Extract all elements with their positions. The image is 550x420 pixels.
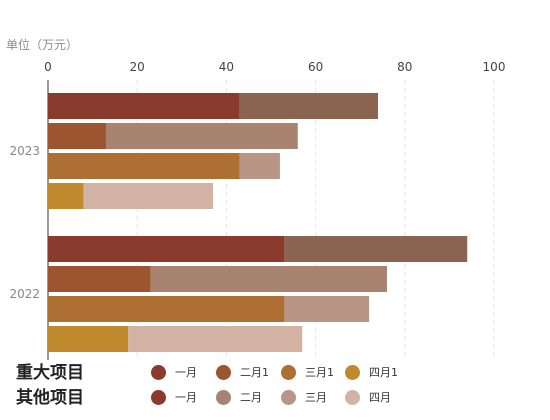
legend-item-label: 二月1 [240, 366, 269, 379]
bar-segment-other [239, 93, 379, 119]
bar-segment-major [48, 326, 129, 352]
legend-item-label: 二月 [240, 391, 262, 404]
bar-segment-other [239, 153, 280, 179]
bar-segment-other [284, 236, 468, 262]
legend-dot-icon [281, 390, 296, 405]
bar-segment-other [83, 183, 214, 209]
legend-dot-icon [151, 390, 166, 405]
y-category-label: 2022 [9, 287, 40, 301]
bar-segment-major [48, 93, 240, 119]
unit-label: 单位（万元） [6, 38, 79, 52]
bar-segment-major [48, 153, 240, 179]
x-tick-label: 20 [130, 60, 145, 74]
bar-segment-other [105, 123, 298, 149]
legend-dot-icon [281, 365, 296, 380]
bar-segment-other [284, 296, 370, 322]
bar-segment-major [48, 296, 285, 322]
legend-dot-icon [151, 365, 166, 380]
legend-title-major: 重大项目 [16, 363, 84, 383]
legend-item-label: 四月 [369, 391, 391, 404]
bar-segment-major [48, 266, 151, 292]
bar-segment-other [128, 326, 303, 352]
legend-title-other: 其他项目 [16, 388, 84, 408]
bar-segment-major [48, 183, 84, 209]
legend-item-label: 四月1 [369, 366, 398, 379]
bar-segment-other [150, 266, 387, 292]
x-tick-label: 100 [483, 60, 506, 74]
bar-segment-major [48, 236, 285, 262]
y-category-label: 2023 [9, 144, 40, 158]
legend-item-label: 三月1 [305, 366, 334, 379]
legend-item-label: 一月 [175, 391, 197, 404]
legend-item-label: 三月 [305, 391, 327, 404]
legend-dot-icon [345, 365, 360, 380]
legend-item-label: 一月 [175, 366, 197, 379]
legend-row-major: 重大项目 一月 二月1 三月1 四月1 [0, 361, 550, 385]
bar-segment-major [48, 123, 106, 149]
legend-dot-icon [345, 390, 360, 405]
x-tick-label: 80 [397, 60, 412, 74]
x-tick-label: 40 [219, 60, 234, 74]
legend-row-other: 其他项目 一月 二月 三月 四月 [0, 386, 550, 410]
legend-dot-icon [216, 365, 231, 380]
x-tick-label: 60 [308, 60, 323, 74]
legend-dot-icon [216, 390, 231, 405]
x-tick-label: 0 [44, 60, 52, 74]
